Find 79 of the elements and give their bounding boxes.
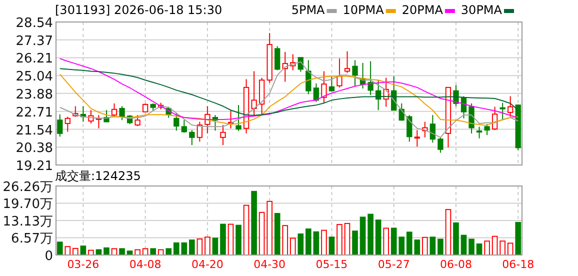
bar: [468, 238, 474, 256]
chart-title: [301193] 2026-06-18 15:30: [55, 3, 222, 17]
bar: [290, 238, 296, 256]
candlestick: [368, 60, 374, 96]
x-tick-label: 04-30: [254, 258, 286, 271]
y-tick-label: 20.38: [16, 141, 53, 156]
y-tick-label: 28.54: [16, 16, 53, 31]
y-tick-label: 22.71: [16, 105, 53, 120]
bar: [507, 242, 514, 256]
bar: [56, 242, 63, 256]
bar: [500, 240, 506, 256]
x-tick-label: 03-26: [67, 258, 100, 271]
bar: [313, 231, 320, 256]
bar: [298, 233, 304, 256]
y-tick-label: 6.57万: [11, 232, 53, 247]
y-tick-label: 0: [44, 249, 53, 264]
bar: [243, 204, 250, 256]
bar: [166, 248, 172, 256]
bar: [422, 236, 428, 256]
bar: [212, 238, 218, 256]
chart-title: 成交量:124235: [55, 169, 141, 183]
bar: [204, 236, 210, 256]
legend-label: 30PMA: [460, 3, 503, 17]
bar: [328, 236, 335, 256]
x-tick-label: 04-20: [191, 258, 224, 271]
bar: [352, 230, 358, 256]
bar: [438, 238, 444, 256]
x-tick-label: 05-15: [316, 258, 348, 271]
bar: [119, 248, 125, 256]
legend-label: 10PMA: [342, 3, 385, 17]
bar: [282, 225, 288, 256]
bar: [64, 246, 71, 256]
y-tick-label: 25.04: [16, 70, 53, 85]
candlestick: [476, 126, 482, 139]
candlestick: [500, 102, 506, 121]
bar: [375, 220, 382, 256]
bar: [72, 248, 78, 256]
bar: [228, 224, 234, 256]
bar: [196, 238, 203, 256]
bar: [321, 230, 327, 256]
y-tick-label: 13.13万: [2, 214, 53, 230]
y-tick-label: 19.21: [16, 159, 53, 174]
bar: [360, 216, 366, 256]
y-tick-label: 23.88: [16, 87, 53, 102]
x-tick-label: 06-08: [440, 258, 472, 271]
bar: [104, 247, 110, 256]
legend-label: 5PMA: [291, 3, 326, 17]
bar: [306, 228, 312, 256]
y-tick-label: 26.26万: [2, 180, 53, 195]
x-tick-label: 05-27: [378, 258, 410, 271]
bar: [258, 212, 265, 256]
y-tick-label: 21.54: [16, 123, 53, 138]
bar: [492, 236, 498, 256]
bar: [251, 190, 257, 256]
x-tick-label: 04-08: [129, 258, 162, 271]
bar: [274, 212, 280, 256]
bar: [515, 222, 522, 256]
bar: [158, 249, 164, 256]
bar: [368, 214, 374, 256]
y-tick-label: 26.21: [16, 52, 53, 67]
bar: [460, 234, 467, 256]
bar: [150, 248, 156, 256]
bar: [336, 224, 342, 256]
bar: [266, 200, 272, 256]
bar: [236, 224, 242, 256]
legend-label: 20PMA: [402, 3, 444, 17]
bar: [344, 222, 350, 256]
candlestick: [352, 60, 358, 87]
y-tick-label: 27.37: [16, 34, 53, 49]
bar: [445, 209, 452, 256]
y-tick-label: 19.70万: [2, 197, 53, 212]
bar: [430, 236, 436, 256]
bar: [383, 228, 389, 256]
bar: [134, 249, 140, 256]
x-tick-label: 06-18: [502, 258, 534, 271]
bar: [220, 224, 226, 256]
bar: [453, 222, 459, 256]
bar: [484, 240, 490, 256]
bar: [189, 240, 195, 256]
